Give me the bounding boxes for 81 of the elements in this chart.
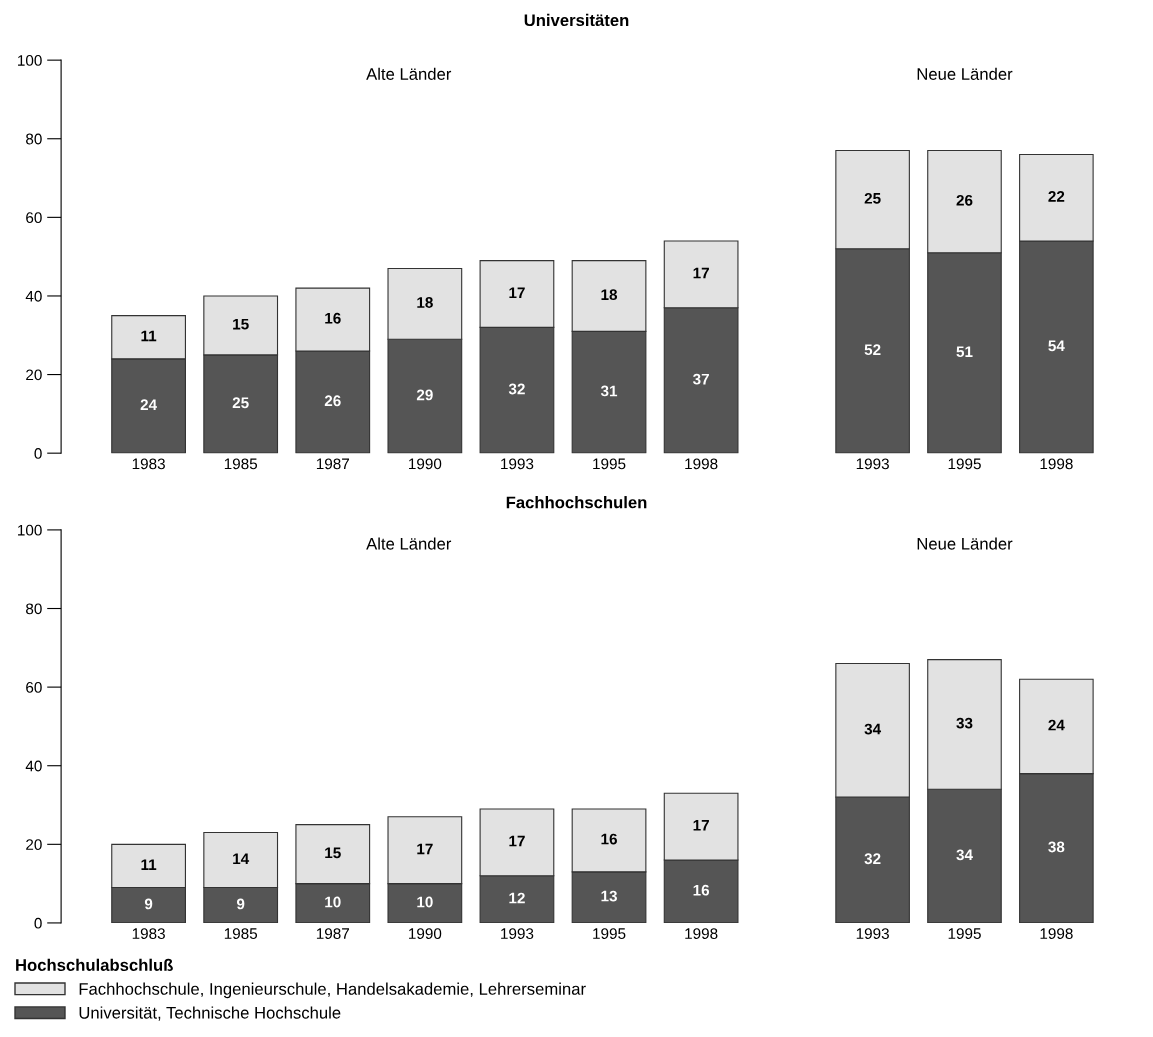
x-tick-label: 1987 [316, 458, 349, 470]
legend-label: Universität, Technische Hochschule [79, 1006, 341, 1021]
data-label: 11 [141, 859, 157, 870]
data-label: 32 [508, 383, 525, 395]
data-label: 24 [1048, 719, 1065, 731]
data-label: 16 [325, 312, 341, 324]
x-tick-label: 1998 [1040, 458, 1073, 470]
chart-subtitle: Alte Länder [366, 67, 452, 80]
y-tick-label: 60 [26, 212, 42, 224]
x-tick-label: 1993 [856, 458, 889, 470]
y-tick-label: 80 [26, 133, 42, 145]
data-label: 34 [956, 849, 973, 861]
data-label: 54 [1048, 340, 1065, 352]
legend-label: Fachhochschule, Ingenieurschule, Handelsakademie, Lehrerseminar [79, 982, 586, 999]
x-tick-label: 1995 [948, 928, 981, 940]
x-tick-label: 1990 [409, 458, 442, 470]
x-tick-label: 1995 [948, 458, 981, 470]
data-label: 31 [600, 385, 618, 397]
data-label: 32 [864, 853, 881, 865]
data-label: 11 [141, 330, 157, 342]
data-label: 16 [601, 833, 617, 845]
data-label: 52 [864, 344, 881, 356]
y-tick-label: 20 [26, 839, 42, 851]
x-tick-label: 1983 [132, 458, 165, 470]
data-label: 26 [324, 395, 341, 407]
chart-title: Fachhochschulen [506, 496, 647, 509]
x-tick-label: 1983 [132, 928, 165, 940]
y-tick-label: 40 [25, 760, 42, 772]
y-tick-label: 20 [26, 369, 42, 381]
data-label: 13 [601, 890, 617, 902]
x-tick-label: 1998 [1040, 928, 1073, 940]
data-label: 37 [692, 373, 709, 385]
x-tick-label: 1993 [501, 458, 534, 470]
data-label: 51 [956, 346, 973, 358]
y-tick-label: 100 [18, 524, 42, 536]
data-label: 12 [509, 892, 525, 904]
data-label: 29 [416, 389, 433, 401]
x-tick-label: 1993 [856, 928, 889, 940]
data-label: 17 [417, 843, 433, 855]
x-tick-label: 1995 [593, 458, 626, 470]
x-tick-label: 1985 [224, 458, 258, 470]
y-tick-label: 0 [34, 917, 42, 929]
data-label: 9 [236, 898, 245, 910]
data-label: 25 [864, 192, 881, 204]
data-label: 15 [325, 847, 341, 859]
x-tick-label: 1990 [409, 928, 442, 940]
data-label: 26 [956, 194, 973, 206]
x-tick-label: 1993 [501, 928, 534, 940]
y-tick-label: 60 [26, 681, 42, 693]
data-label: 18 [417, 297, 433, 308]
x-tick-label: 1995 [593, 928, 626, 940]
x-tick-label: 1987 [316, 928, 349, 940]
y-tick-label: 40 [25, 290, 42, 302]
y-tick-label: 100 [18, 55, 42, 66]
data-label: 22 [1048, 190, 1065, 202]
data-label: 17 [509, 835, 525, 847]
data-label: 10 [417, 896, 433, 908]
data-label: 25 [232, 397, 249, 409]
chart-subtitle: Neue Länder [917, 67, 1013, 80]
data-label: 24 [140, 399, 158, 410]
data-label: 10 [325, 896, 341, 908]
x-tick-label: 1985 [224, 928, 258, 940]
legend-title: Hochschulabschluß [16, 958, 173, 971]
x-tick-label: 1998 [685, 928, 718, 940]
data-label: 38 [1048, 841, 1065, 853]
data-label: 33 [956, 717, 973, 729]
data-label: 14 [233, 853, 250, 864]
data-label: 15 [233, 318, 249, 330]
data-label: 17 [693, 820, 709, 831]
data-label: 17 [509, 287, 525, 298]
chart-title: Universitäten [524, 13, 629, 27]
data-label: 17 [693, 267, 709, 279]
x-tick-label: 1998 [685, 458, 718, 470]
data-label: 34 [864, 723, 882, 735]
y-tick-label: 80 [26, 603, 42, 615]
data-label: 18 [601, 289, 618, 301]
data-label: 9 [144, 898, 153, 910]
chart-subtitle: Neue Länder [917, 537, 1013, 550]
chart-subtitle: Alte Länder [366, 537, 452, 550]
data-label: 16 [693, 884, 710, 896]
y-tick-label: 0 [34, 448, 42, 459]
